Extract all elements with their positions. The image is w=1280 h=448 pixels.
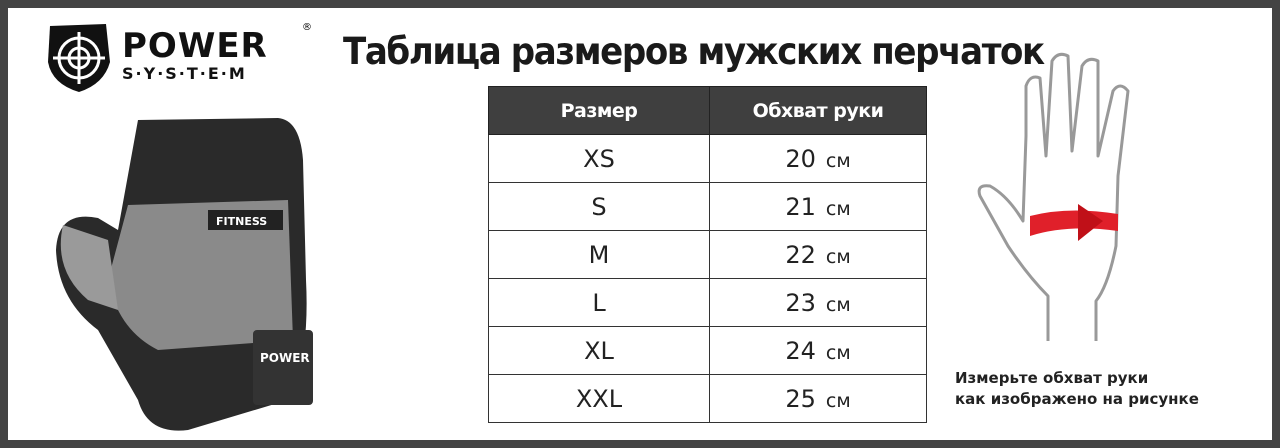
- header-hand-girth: Обхват руки: [709, 86, 927, 135]
- girth-unit: см: [825, 197, 851, 220]
- brand-name: POWER: [122, 26, 268, 66]
- girth-value: 24: [785, 336, 816, 365]
- header-size: Размер: [488, 86, 710, 135]
- glove-label: FITNESS: [216, 215, 267, 228]
- girth-cell: 25 см: [709, 374, 927, 423]
- caption-line-1: Измерьте обхват руки: [955, 369, 1149, 387]
- girth-value: 23: [785, 288, 816, 317]
- table-row: M 22 см: [488, 230, 927, 279]
- measure-caption: Измерьте обхват руки как изображено на р…: [955, 368, 1199, 410]
- table-header-row: Размер Обхват руки: [488, 86, 927, 135]
- girth-unit: см: [825, 341, 851, 364]
- table-row: XXL 25 см: [488, 374, 927, 423]
- size-cell: S: [488, 182, 710, 231]
- size-cell: XXL: [488, 374, 710, 423]
- girth-cell: 20 см: [709, 134, 927, 183]
- size-table: Размер Обхват руки XS 20 см S 21 см M 22 см L …: [488, 86, 927, 423]
- girth-unit: см: [825, 389, 851, 412]
- girth-value: 25: [785, 384, 816, 413]
- glove-strap-brand: POWER: [260, 351, 310, 365]
- girth-value: 22: [785, 240, 816, 269]
- girth-cell: 22 см: [709, 230, 927, 279]
- brand-subname: S·Y·S·T·E·M: [122, 64, 247, 83]
- table-row: XL 24 см: [488, 326, 927, 375]
- girth-cell: 24 см: [709, 326, 927, 375]
- shield-crosshair-icon: [48, 24, 110, 92]
- size-cell: XS: [488, 134, 710, 183]
- girth-cell: 23 см: [709, 278, 927, 327]
- caption-line-2: как изображено на рисунке: [955, 390, 1199, 408]
- page-title: Таблица размеров мужских перчаток: [343, 30, 1045, 73]
- girth-value: 20: [785, 144, 816, 173]
- girth-unit: см: [825, 245, 851, 268]
- hand-measure-illustration: [968, 46, 1168, 350]
- size-cell: L: [488, 278, 710, 327]
- glove-image: FITNESS POWER: [38, 100, 338, 439]
- girth-unit: см: [825, 149, 851, 172]
- brand-logo: POWER S·Y·S·T·E·M ®: [44, 22, 324, 92]
- table-row: S 21 см: [488, 182, 927, 231]
- table-row: L 23 см: [488, 278, 927, 327]
- size-cell: XL: [488, 326, 710, 375]
- girth-value: 21: [785, 192, 816, 221]
- size-chart-canvas: POWER S·Y·S·T·E·M ® Таблица размеров муж…: [8, 8, 1272, 440]
- girth-unit: см: [825, 293, 851, 316]
- table-row: XS 20 см: [488, 134, 927, 183]
- girth-cell: 21 см: [709, 182, 927, 231]
- size-cell: M: [488, 230, 710, 279]
- registered-mark: ®: [302, 22, 312, 33]
